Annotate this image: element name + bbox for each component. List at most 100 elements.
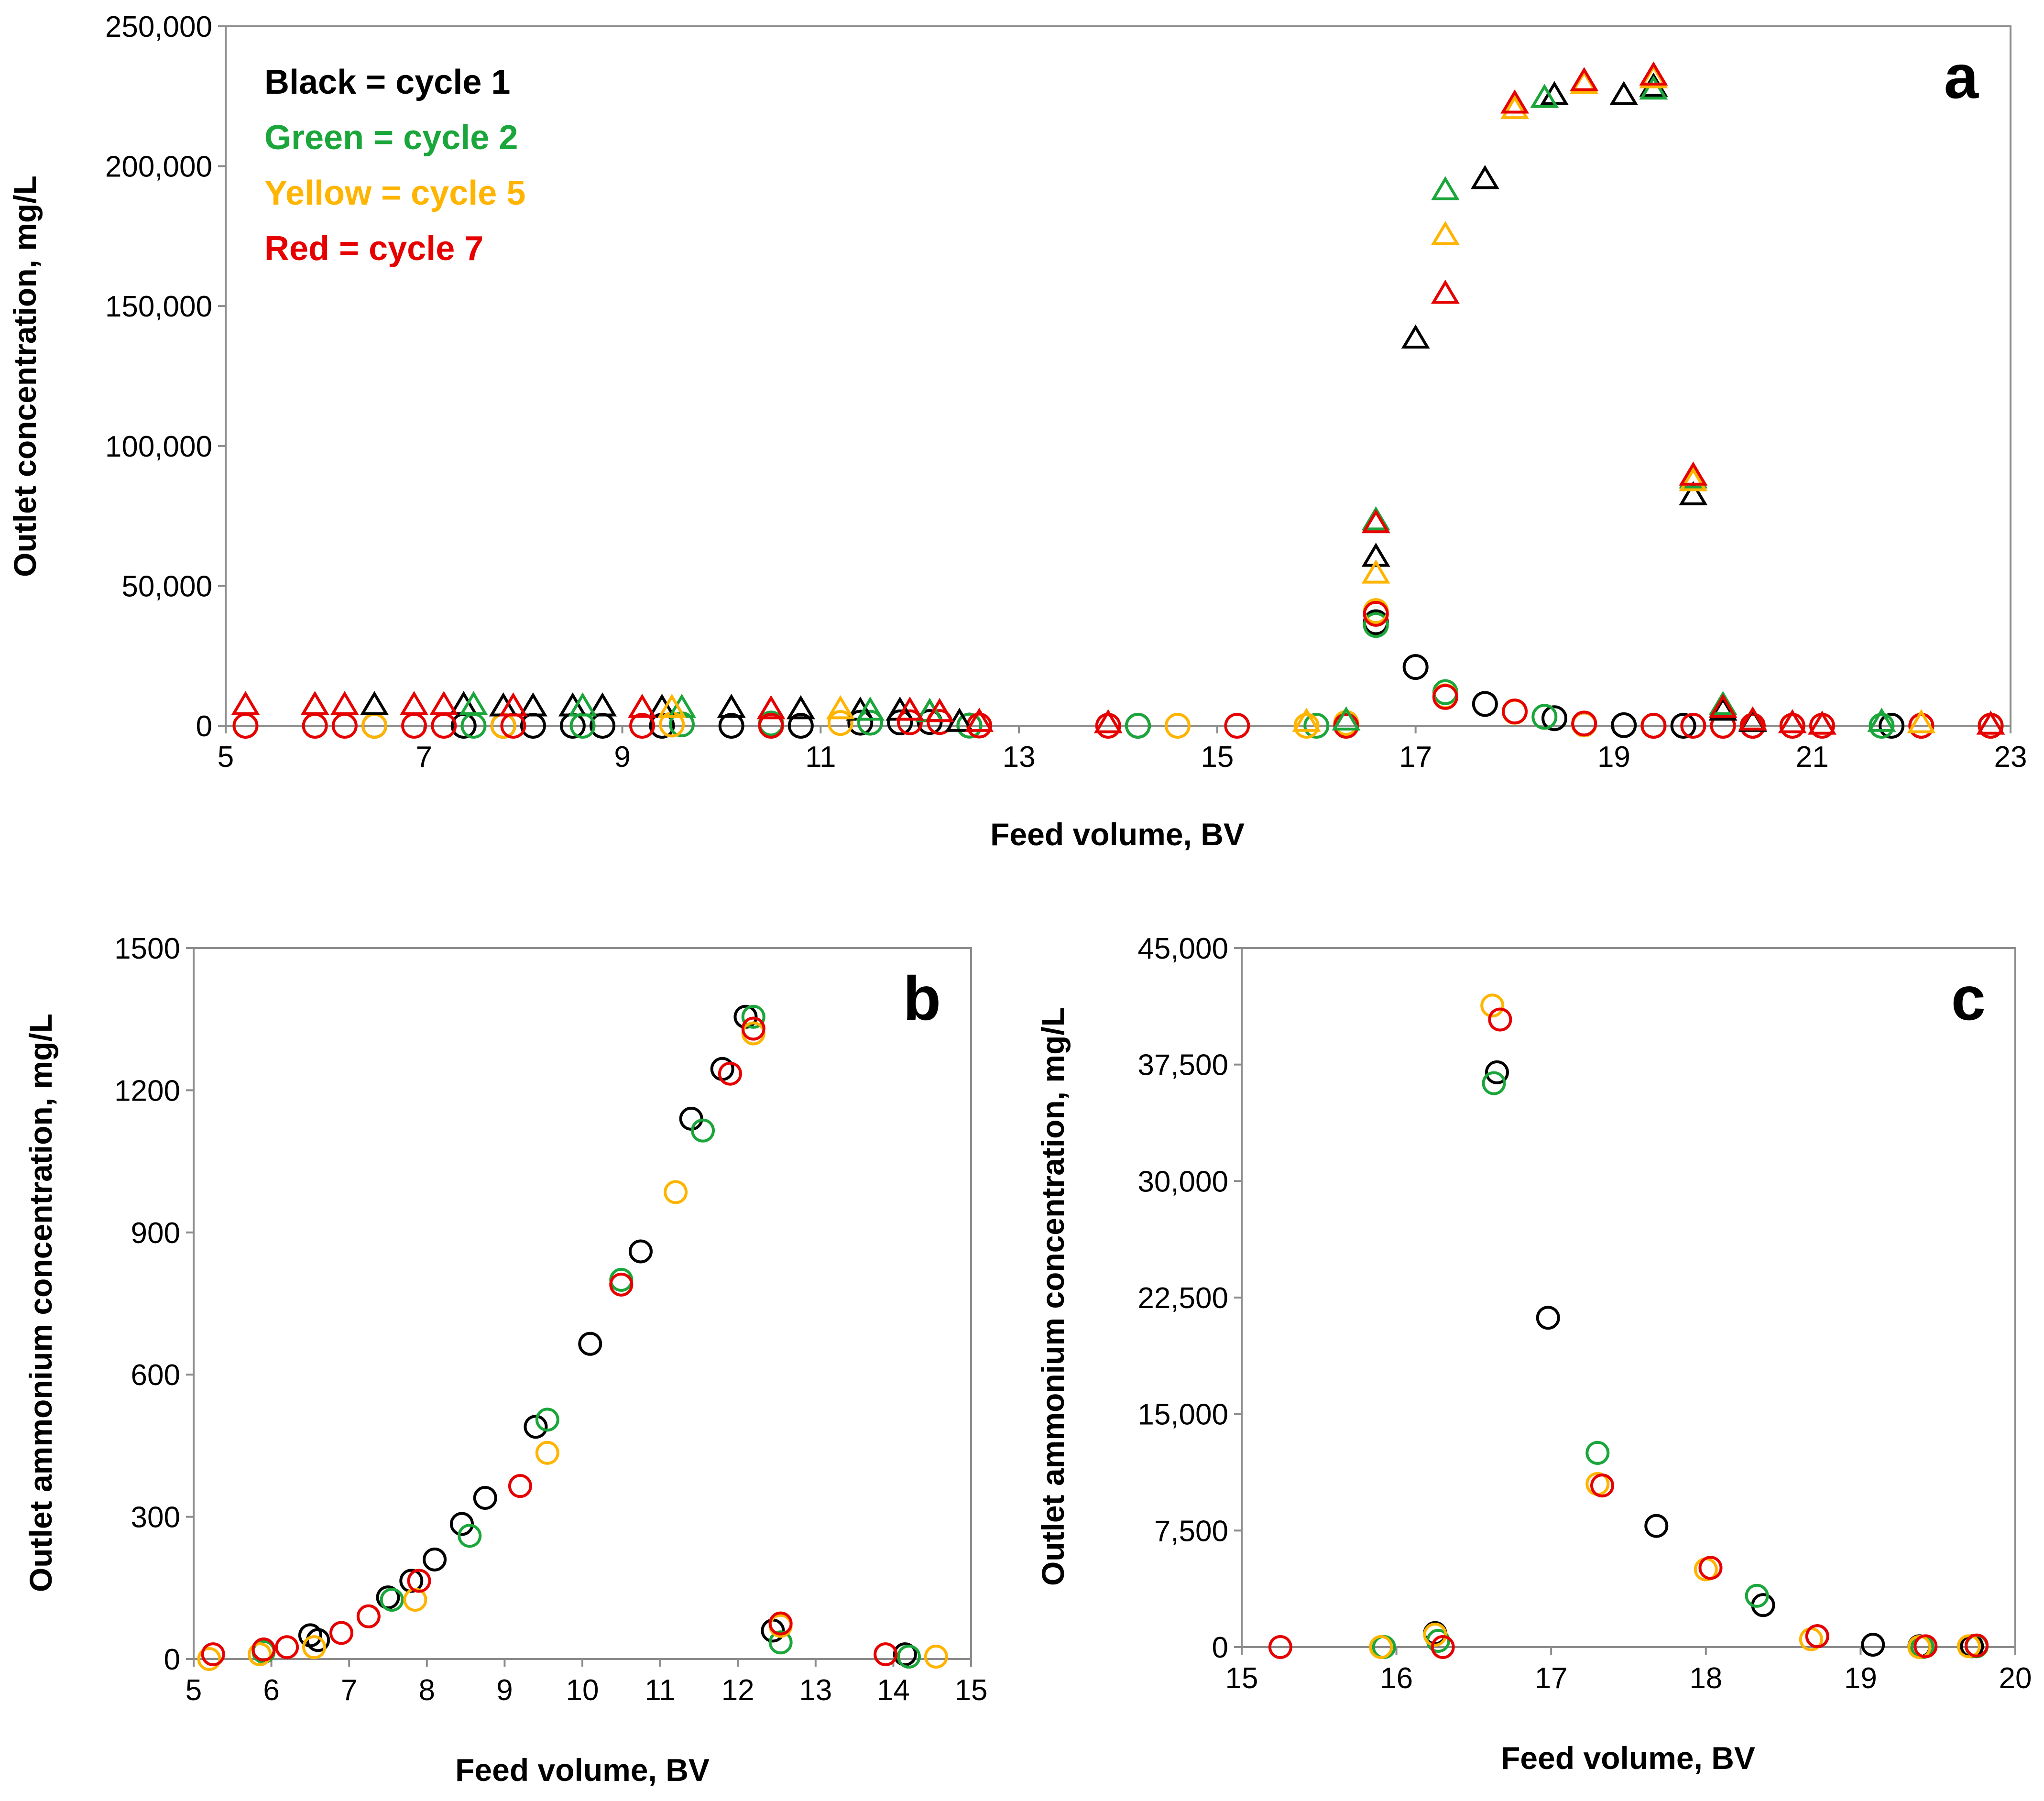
data-point-circle	[1488, 1007, 1512, 1032]
panel-a-x-tick-label: 11	[805, 741, 836, 774]
data-point-triangle	[518, 692, 547, 717]
data-point-triangle	[499, 692, 528, 717]
data-point-circle	[1861, 1633, 1885, 1657]
data-point-circle	[1402, 654, 1429, 680]
panel-a-y-tick-label: 250,000	[105, 11, 212, 44]
data-point-circle	[1698, 1556, 1723, 1580]
panel-a-x-axis-title: Feed volume, BV	[990, 817, 1245, 852]
panel-c-y-tick-label: 15,000	[1137, 1398, 1228, 1431]
panel-a-x-tick-label: 17	[1399, 741, 1432, 774]
data-point-circle	[893, 1642, 917, 1667]
panel-b-y-tick-label: 1200	[114, 1074, 180, 1107]
data-point-triangle	[459, 691, 488, 715]
data-point-triangle	[1431, 221, 1460, 245]
data-point-triangle	[1570, 67, 1599, 91]
data-point-triangle	[1470, 164, 1499, 189]
data-point-circle	[1164, 713, 1191, 739]
panel-c-y-tick-label: 37,500	[1137, 1049, 1228, 1082]
panel-b: 0 300 600 900 1200 1500 5 6 7 8 9 10 11 12 13 14 15 Fee…	[23, 932, 987, 1788]
data-point-circle	[407, 1569, 431, 1593]
data-point-triangle	[925, 698, 954, 722]
data-point-triangle	[1609, 81, 1639, 105]
panel-b-x-tick-label: 5	[186, 1674, 202, 1707]
legend: Black = cycle 1 Green = cycle 2 Yellow =…	[264, 63, 525, 268]
panel-a-label: a	[1944, 42, 1979, 111]
data-point-triangle	[330, 691, 359, 715]
panel-c-series-cycle-5	[1369, 993, 1981, 1659]
panel-c-x-tick-label: 16	[1380, 1662, 1413, 1695]
data-point-circle	[1431, 1635, 1455, 1659]
legend-entry-cycle5: Yellow = cycle 5	[264, 174, 525, 212]
panel-b-x-tick-label: 9	[496, 1674, 513, 1707]
panel-a-series-cycle-7-triangle	[231, 61, 2005, 735]
data-point-circle	[1670, 713, 1696, 739]
data-point-triangle	[756, 695, 786, 720]
data-point-circle	[524, 1415, 548, 1439]
data-point-triangle	[300, 691, 329, 715]
data-point-triangle	[1708, 694, 1738, 718]
data-point-circle	[1536, 1306, 1560, 1330]
data-point-circle	[847, 709, 874, 736]
panel-a-x-tick-label: 7	[416, 741, 432, 774]
data-point-circle	[741, 1004, 765, 1029]
panel-b-series-cycle-7	[201, 1016, 898, 1667]
data-point-triangle	[1679, 481, 1708, 505]
panel-c-y-tick-label: 0	[1212, 1631, 1228, 1664]
data-point-triangle	[1639, 61, 1668, 86]
data-point-circle	[535, 1441, 559, 1465]
panel-b-y-axis-title: Outlet ammonium concentration, mg/L	[23, 1014, 58, 1592]
data-point-circle	[449, 1512, 474, 1536]
panel-a-x-ticks: 5 7 9 11 13 15 17 19 21 23	[218, 726, 2027, 774]
data-point-triangle	[1431, 279, 1460, 304]
data-point-circle	[857, 709, 884, 736]
data-point-triangle	[1361, 559, 1390, 584]
data-point-circle	[1541, 705, 1568, 731]
data-point-triangle	[1431, 176, 1460, 200]
panel-b-x-tick-label: 8	[419, 1674, 435, 1707]
data-point-circle	[1363, 612, 1389, 638]
data-point-circle	[535, 1408, 559, 1432]
panel-c-x-ticks: 15 16 17 18 19 20	[1225, 1647, 2032, 1695]
panel-c-x-tick-label: 15	[1225, 1662, 1258, 1695]
panel-c-x-tick-label: 18	[1689, 1662, 1722, 1695]
data-point-triangle	[1976, 710, 2005, 735]
panel-b-x-tick-label: 14	[877, 1674, 910, 1707]
data-point-circle	[1869, 713, 1895, 739]
panel-b-x-tick-label: 11	[645, 1674, 675, 1707]
data-point-triangle	[1093, 709, 1123, 733]
data-point-triangle	[1867, 708, 1896, 732]
data-point-triangle	[1738, 706, 1767, 731]
data-point-circle	[376, 1585, 400, 1610]
data-point-circle	[664, 1180, 688, 1204]
panel-a-y-tick-label: 100,000	[105, 430, 212, 463]
panel-c-y-ticks: 0 7,500 15,000 22,500 30,000 37,500 45,000	[1137, 932, 1242, 1664]
panel-b-x-ticks: 5 6 7 8 9 10 11 12 13 14 15	[186, 1659, 987, 1707]
panel-c-markers	[1268, 993, 1989, 1659]
data-point-circle	[609, 1272, 634, 1297]
data-point-triangle	[400, 691, 429, 715]
data-point-circle	[718, 713, 744, 739]
panel-a-markers	[231, 61, 2005, 739]
data-point-circle	[629, 713, 656, 739]
panel-b-y-ticks: 0 300 600 900 1200 1500	[114, 932, 194, 1676]
data-point-circle	[508, 1474, 532, 1498]
panel-b-x-tick-label: 13	[799, 1674, 832, 1707]
data-point-triangle	[429, 691, 459, 715]
data-point-circle	[827, 710, 853, 736]
data-point-circle	[356, 1604, 381, 1628]
data-point-triangle	[568, 692, 597, 717]
data-point-circle	[1680, 713, 1706, 739]
panel-c-x-tick-label: 17	[1535, 1662, 1568, 1695]
data-point-circle	[787, 713, 814, 739]
data-point-circle	[201, 1642, 225, 1667]
data-point-triangle	[588, 692, 617, 717]
data-point-circle	[768, 1611, 793, 1636]
data-point-circle	[768, 1630, 793, 1655]
data-point-triangle	[1361, 509, 1390, 534]
data-point-circle	[248, 1642, 272, 1667]
data-point-circle	[758, 713, 784, 739]
panel-b-y-tick-label: 1500	[114, 932, 180, 965]
